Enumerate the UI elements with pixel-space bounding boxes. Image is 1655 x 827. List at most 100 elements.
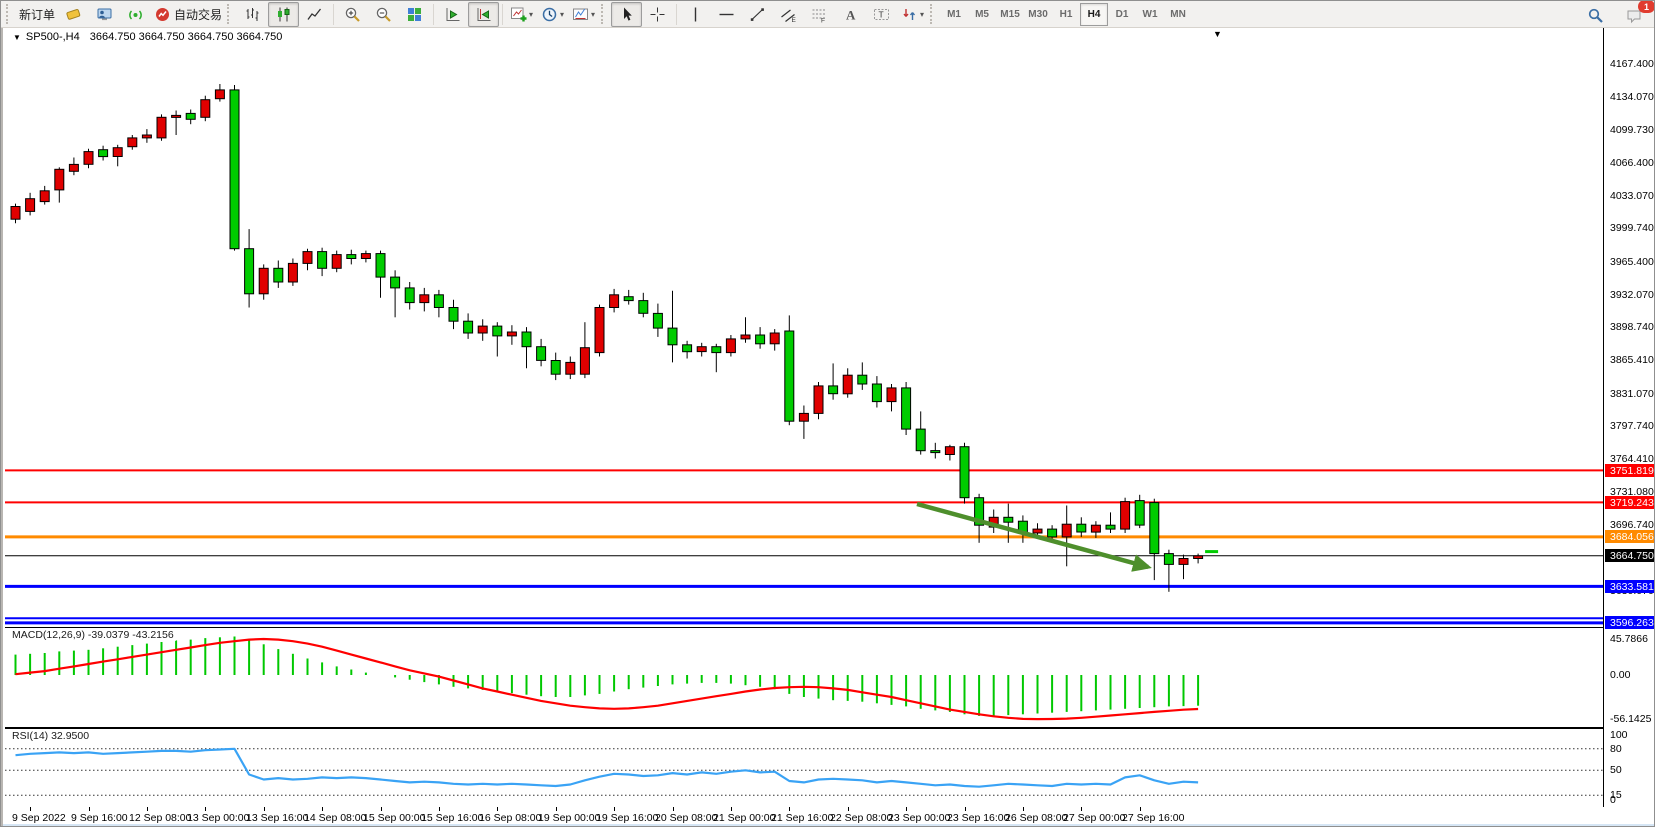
- rsi-axis-label: 50: [1610, 764, 1622, 776]
- price-axis[interactable]: 4167.400 4134.070 4099.730 4066.400 4033.070…: [1604, 28, 1654, 807]
- macd-axis-label: 0.00: [1610, 669, 1631, 681]
- zoom-in-button[interactable]: [337, 2, 368, 27]
- price-level-badge: 3684.056: [1605, 530, 1654, 543]
- auto-scroll-icon: [444, 6, 461, 23]
- price-tick-label: 4066.400: [1610, 157, 1654, 169]
- trendline-button[interactable]: [742, 2, 773, 27]
- signals-button[interactable]: [120, 2, 151, 27]
- dropdown-arrow-icon[interactable]: ▾: [560, 9, 565, 19]
- search-icon: [1587, 7, 1604, 24]
- timeframe-h4-button[interactable]: H4: [1080, 2, 1109, 26]
- time-tick-label: 9 Sep 2022: [12, 812, 66, 824]
- price-level-badge: 3633.581: [1605, 580, 1654, 593]
- time-tick-mark: [906, 807, 907, 811]
- svg-text:E: E: [792, 17, 797, 23]
- toolbar-grip[interactable]: [227, 4, 233, 24]
- price-tick-label: 3932.070: [1610, 289, 1654, 301]
- price-tick-label: 3999.740: [1610, 222, 1654, 234]
- chart-symbol-period: SP500-,H4: [25, 31, 80, 43]
- price-tick-label: 4134.070: [1610, 91, 1654, 103]
- rsi-panel[interactable]: RSI(14) 32.9500: [5, 728, 1603, 808]
- tile-windows-button[interactable]: [399, 2, 430, 27]
- vline-button[interactable]: [680, 2, 711, 27]
- time-tick-label: 13 Sep 16:00: [246, 812, 309, 824]
- timeframe-m1-button[interactable]: M1: [947, 8, 961, 20]
- dropdown-arrow-icon[interactable]: ▾: [591, 9, 596, 19]
- dropdown-arrow-icon[interactable]: ▾: [529, 9, 534, 19]
- chart-menu-arrow-icon[interactable]: ▼: [1213, 29, 1222, 39]
- label-icon: T: [873, 6, 890, 23]
- time-tick-label: 15 Sep 00:00: [363, 812, 426, 824]
- time-tick-mark: [1140, 807, 1141, 811]
- time-tick-mark: [322, 807, 323, 811]
- toolbar-separator: [333, 3, 335, 25]
- notifications-button[interactable]: 1: [1619, 1, 1654, 28]
- chart-dropdown-icon[interactable]: ▼: [13, 32, 21, 42]
- timeframe-m15-button[interactable]: M15: [1000, 8, 1020, 20]
- time-tick-mark: [848, 807, 849, 811]
- price-tick-label: 3965.400: [1610, 256, 1654, 268]
- time-axis[interactable]: 9 Sep 2022 9 Sep 16:00 12 Sep 08:00 13 Sep …: [5, 807, 1654, 824]
- search-button[interactable]: [1580, 3, 1611, 28]
- dropdown-arrow-icon[interactable]: ▾: [920, 9, 925, 19]
- time-tick-mark: [614, 807, 615, 811]
- zoom-in-icon: [344, 6, 361, 23]
- timeframe-mn-button[interactable]: MN: [1170, 8, 1186, 20]
- market-watch-icon: [65, 6, 82, 23]
- indicators-button[interactable]: ▾: [506, 2, 537, 27]
- time-tick-mark: [497, 807, 498, 811]
- fibonacci-button[interactable]: F: [804, 2, 835, 27]
- auto-scroll-button[interactable]: [437, 2, 468, 27]
- time-tick-label: 23 Sep 16:00: [947, 812, 1010, 824]
- timeframe-d1-button[interactable]: D1: [1115, 8, 1129, 20]
- candlestick-button[interactable]: [268, 1, 300, 27]
- new-order-button[interactable]: 新订单: [16, 2, 58, 27]
- price-level-badge: 3719.243: [1605, 496, 1654, 509]
- zoom-out-icon: [375, 6, 392, 23]
- timeframe-h1-button[interactable]: H1: [1059, 8, 1073, 20]
- price-tick-label: 3865.410: [1610, 354, 1654, 366]
- toolbar-grip[interactable]: [601, 4, 607, 24]
- text-button[interactable]: A: [835, 2, 866, 27]
- price-tick-label: 3764.410: [1610, 453, 1654, 465]
- label-button[interactable]: T: [866, 2, 897, 27]
- timeframe-m30-button[interactable]: M30: [1028, 8, 1048, 20]
- auto-trading-button[interactable]: 自动交易: [151, 2, 225, 27]
- market-watch-button[interactable]: [58, 2, 89, 27]
- templates-button[interactable]: ▾: [568, 2, 599, 27]
- cursor-button[interactable]: [611, 1, 643, 27]
- auto-trading-label: 自动交易: [174, 7, 223, 22]
- chat-icon: [1626, 7, 1643, 24]
- crosshair-button[interactable]: [642, 2, 673, 27]
- time-tick-label: 20 Sep 08:00: [655, 812, 718, 824]
- channel-button[interactable]: E: [773, 2, 804, 27]
- price-level-badge: 3596.263: [1605, 616, 1654, 629]
- time-tick-label: 19 Sep 16:00: [596, 812, 659, 824]
- toolbar-grip[interactable]: [6, 4, 12, 24]
- zoom-out-button[interactable]: [368, 2, 399, 27]
- bar-chart-icon: [244, 6, 261, 23]
- chart-plot[interactable]: ▼ SP500-,H4 3664.750 3664.750 3664.750 3…: [5, 28, 1603, 627]
- toolbar-separator: [676, 3, 678, 25]
- macd-panel[interactable]: MACD(12,26,9) -39.0379 -43.2156: [5, 627, 1603, 728]
- time-tick-mark: [789, 807, 790, 811]
- auto-trading-icon: [154, 6, 171, 23]
- bar-chart-button[interactable]: [237, 2, 268, 27]
- templates-icon: [572, 6, 589, 23]
- toolbar-grip[interactable]: [930, 4, 936, 24]
- trendline-icon: [749, 6, 766, 23]
- hline-button[interactable]: [711, 2, 742, 27]
- terminal-button[interactable]: [89, 2, 120, 27]
- timeframe-w1-button[interactable]: W1: [1142, 8, 1158, 20]
- toolbar-separator: [502, 3, 504, 25]
- price-axis-border: [1603, 28, 1604, 807]
- arrows-button[interactable]: ▾: [897, 2, 928, 27]
- svg-text:T: T: [879, 9, 884, 19]
- periods-button[interactable]: ▾: [537, 2, 568, 27]
- chart-shift-button[interactable]: [468, 1, 500, 27]
- timeframe-m5-button[interactable]: M5: [975, 8, 989, 20]
- line-chart-button[interactable]: [299, 2, 330, 27]
- svg-text:F: F: [821, 17, 825, 23]
- periods-icon: [541, 6, 558, 23]
- time-tick-label: 21 Sep 00:00: [713, 812, 776, 824]
